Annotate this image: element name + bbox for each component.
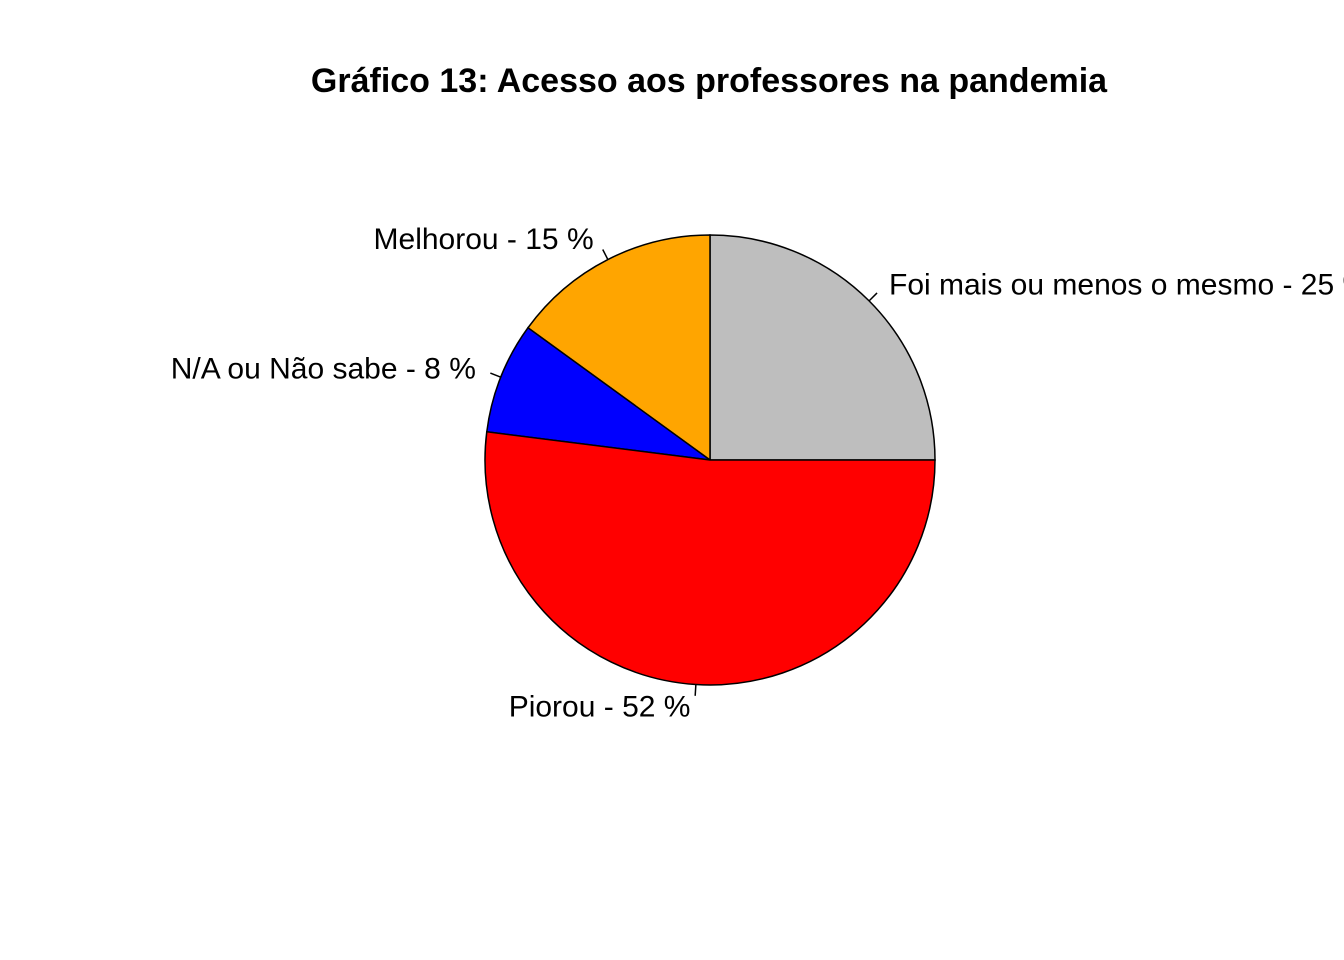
label-ticks: [490, 249, 878, 696]
slice-label: N/A ou Não sabe - 8 %: [171, 352, 476, 385]
label-tick: [868, 292, 878, 302]
pie-slice: [709, 234, 936, 461]
pie-slices: [484, 234, 936, 686]
slice-labels: Foi mais ou menos o mesmo - 25 % Melhorou…: [171, 223, 1344, 724]
label-tick: [490, 372, 502, 378]
chart-title: Gráfico 13: Acesso aos professores na pa…: [311, 62, 1108, 100]
slice-label: Foi mais ou menos o mesmo - 25 %: [889, 268, 1344, 301]
slice-label: Piorou - 52 %: [509, 691, 691, 724]
label-tick: [602, 249, 609, 260]
label-tick: [694, 684, 697, 696]
pie-slice: [526, 234, 711, 462]
slice-label: Melhorou - 15 %: [374, 223, 594, 256]
pie-slice: [484, 430, 936, 686]
